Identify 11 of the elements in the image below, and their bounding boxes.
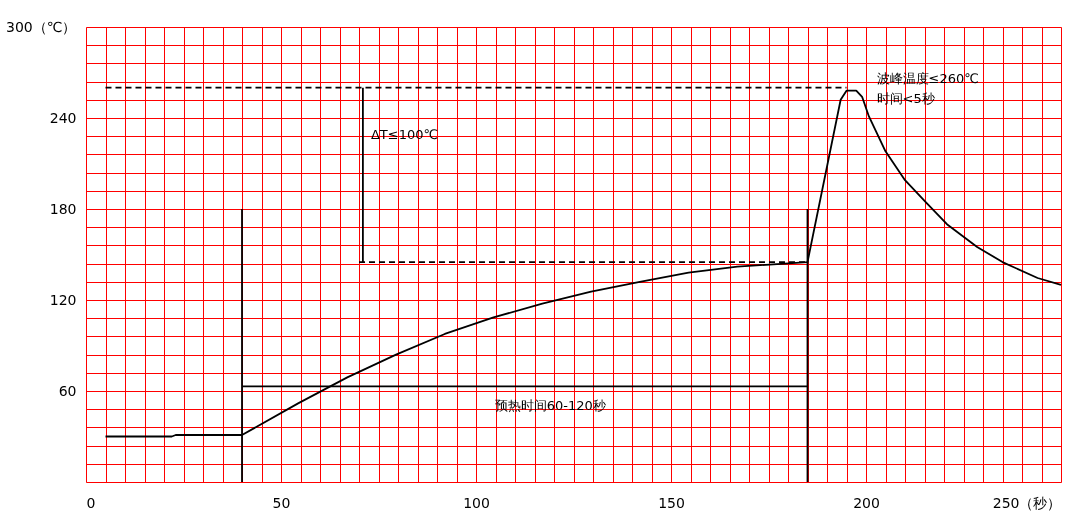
y-tick-label: 60: [58, 382, 77, 399]
x-tick-label: 50: [272, 494, 291, 511]
y-tick-label: 180: [49, 200, 77, 217]
y-tick-label: 120: [49, 291, 77, 308]
y-tick-label: 300（℃）: [6, 18, 77, 35]
x-tick-label: 250（秒）: [992, 494, 1062, 511]
x-tick-label: 150: [658, 494, 685, 511]
y-tick-label: 240: [49, 109, 77, 126]
x-tick-label: 0: [86, 494, 96, 511]
x-tick-label: 100: [463, 494, 490, 511]
x-tick-label: 200: [853, 494, 880, 511]
